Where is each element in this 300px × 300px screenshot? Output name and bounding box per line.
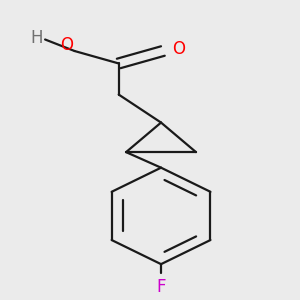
Text: H: H [31,29,43,47]
Text: F: F [156,278,166,296]
Text: O: O [172,40,185,58]
Text: O: O [60,36,73,54]
